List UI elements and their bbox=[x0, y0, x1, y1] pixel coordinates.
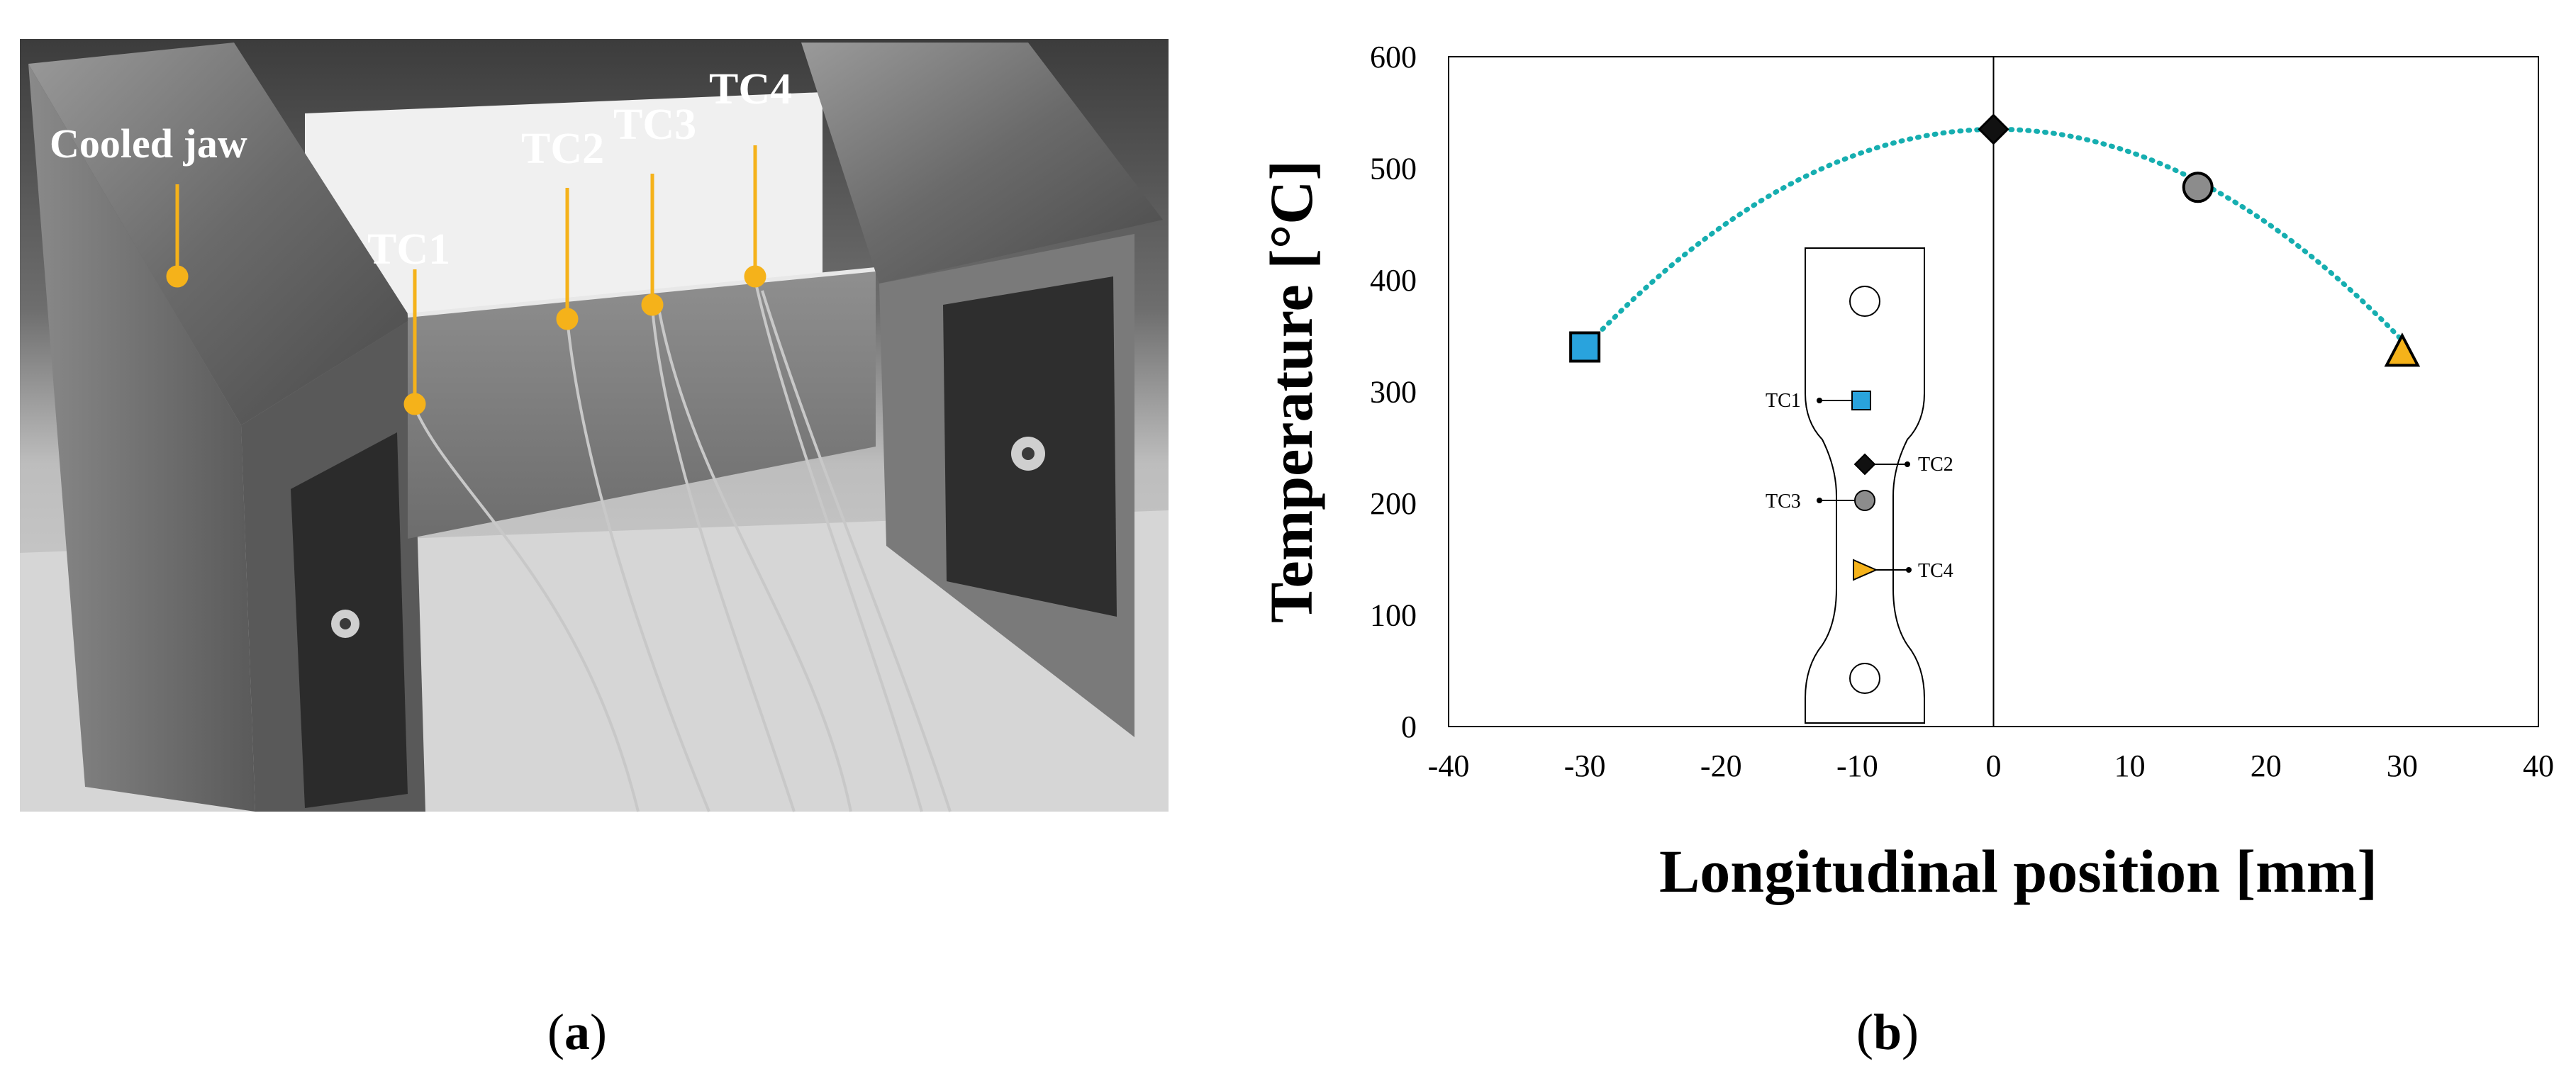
y-tick-label: 300 bbox=[1370, 375, 1417, 410]
label-tc3: TC3 bbox=[613, 101, 696, 149]
x-tick-label: -10 bbox=[1836, 749, 1878, 783]
inset-tc1-marker bbox=[1851, 391, 1871, 410]
y-tick-label: 100 bbox=[1370, 598, 1417, 633]
thermocouple-wires bbox=[413, 279, 952, 812]
right-jaw-top bbox=[801, 43, 1163, 284]
label-tc2: TC2 bbox=[521, 125, 604, 173]
inset-tc4-marker bbox=[1853, 559, 1878, 581]
pointer-dot-tc4 bbox=[744, 265, 766, 288]
data-point-tc2-diamond bbox=[1978, 113, 2009, 145]
x-tick-label: 20 bbox=[2251, 749, 2282, 783]
x-tick-label: -30 bbox=[1564, 749, 1606, 783]
inset-tc2-marker bbox=[1853, 453, 1876, 476]
x-tick-label: 40 bbox=[2523, 749, 2554, 783]
chart-root: -40 -30 -20 -10 0 10 20 30 400100200300400500600… bbox=[1257, 40, 2554, 905]
left-jaw-top bbox=[28, 43, 411, 425]
data-point-tc3-circle bbox=[2182, 172, 2214, 203]
right-jaw-screw-hole bbox=[1022, 447, 1035, 460]
pointer-dot-cooled-jaw bbox=[166, 265, 189, 288]
y-tick-label: 400 bbox=[1370, 263, 1417, 298]
x-tick-label: 0 bbox=[1986, 749, 2002, 783]
inset-tc4-label: TC4 bbox=[1918, 560, 1953, 582]
inset-bottom-hole bbox=[1849, 663, 1880, 694]
y-tick-label: 500 bbox=[1370, 152, 1417, 186]
y-tick-label: 200 bbox=[1370, 486, 1417, 521]
specimen-edge bbox=[407, 267, 876, 318]
caption-a-letter: a bbox=[564, 1004, 590, 1060]
y-tick-label: 0 bbox=[1401, 710, 1417, 744]
inset-tc2-label: TC2 bbox=[1918, 454, 1953, 476]
inset-tc3-marker bbox=[1854, 490, 1875, 511]
data-point-tc4-triangle bbox=[2384, 332, 2421, 367]
x-axis-title: Longitudinal position [mm] bbox=[1659, 837, 2377, 905]
x-tick-label: -20 bbox=[1700, 749, 1742, 783]
x-tick-label: 10 bbox=[2114, 749, 2146, 783]
specimen-plate bbox=[408, 269, 876, 539]
caption-a: (a) bbox=[547, 1004, 607, 1060]
x-tick-label: -40 bbox=[1428, 749, 1470, 783]
specimen-inset: TC1 TC2 TC3 TC4 bbox=[1766, 247, 1953, 724]
left-jaw-side bbox=[28, 64, 255, 812]
x-tick-label: 30 bbox=[2387, 749, 2418, 783]
label-cooled-jaw: Cooled jaw bbox=[50, 121, 247, 167]
data-point-tc1-square bbox=[1569, 331, 1601, 363]
y-axis-title: Temperature [°C] bbox=[1257, 160, 1325, 623]
pointer-dot-tc2 bbox=[556, 308, 579, 330]
inset-specimen-outline bbox=[1805, 247, 1925, 724]
label-tc4: TC4 bbox=[709, 65, 792, 113]
inset-tc1-label: TC1 bbox=[1766, 390, 1801, 412]
caption-b-letter: b bbox=[1873, 1004, 1902, 1060]
inset-top-hole bbox=[1849, 286, 1880, 317]
y-tick-label: 600 bbox=[1370, 40, 1417, 74]
caption-b: (b) bbox=[1856, 1004, 1919, 1060]
label-tc1: TC1 bbox=[367, 225, 450, 274]
white-card bbox=[305, 92, 823, 319]
pointer-dot-tc3 bbox=[641, 293, 664, 316]
left-jaw-screw-hole bbox=[340, 618, 351, 629]
pointer-dot-tc1 bbox=[403, 393, 426, 415]
inset-tc3-label: TC3 bbox=[1766, 491, 1801, 512]
pointers bbox=[166, 145, 766, 415]
